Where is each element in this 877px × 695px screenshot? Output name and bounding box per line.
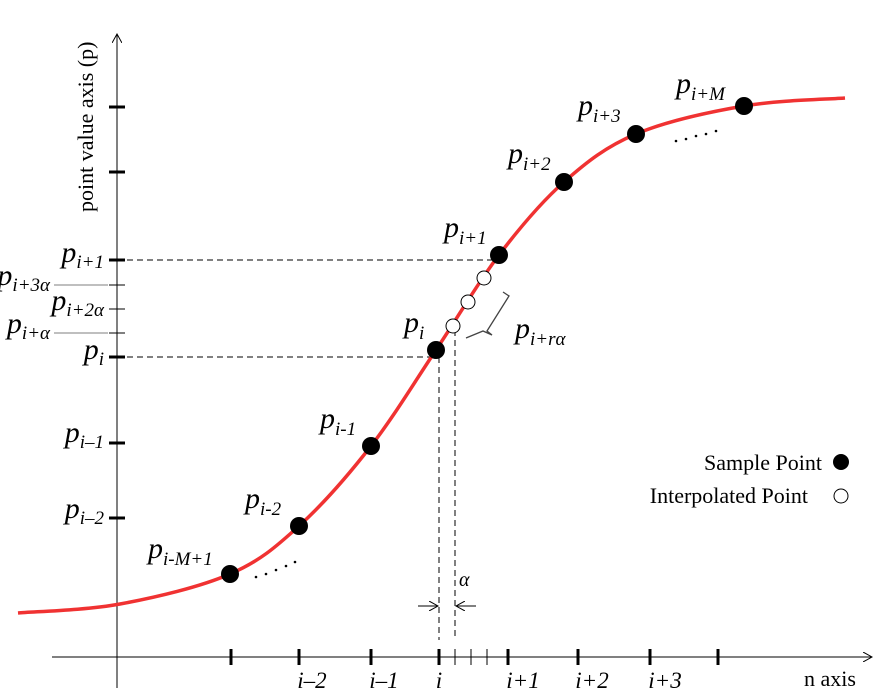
svg-text:pi+α: pi+α — [5, 307, 51, 344]
svg-text:pi-1: pi-1 — [318, 402, 356, 440]
legend-sample-marker — [833, 454, 849, 470]
interp-label: pi+rα — [513, 312, 566, 350]
x-axis-ticks — [229, 649, 720, 665]
svg-text:pi+2: pi+2 — [506, 137, 551, 175]
alpha-label: α — [459, 569, 470, 591]
svg-text:i–2: i–2 — [297, 668, 326, 693]
legend: Sample Point Interpolated Point — [650, 450, 849, 508]
svg-text:pi–2: pi–2 — [63, 492, 105, 529]
svg-text:i: i — [436, 668, 442, 693]
svg-text:pi: pi — [402, 306, 424, 344]
legend-sample-label: Sample Point — [704, 450, 822, 475]
interpolation-brace — [465, 291, 510, 339]
sample-point — [427, 341, 445, 359]
x-axis-title: n axis — [804, 666, 856, 691]
svg-text:pi+1: pi+1 — [442, 211, 487, 249]
sample-point — [627, 125, 645, 143]
interpolated-point — [445, 318, 461, 334]
svg-text:pi+2α: pi+2α — [49, 284, 105, 321]
svg-text:pi+3α: pi+3α — [0, 259, 51, 296]
interpolated-point — [476, 270, 492, 286]
svg-text:pi: pi — [82, 333, 104, 370]
sample-point — [555, 173, 573, 191]
svg-text:i+1: i+1 — [506, 668, 539, 693]
svg-text:pi–1: pi–1 — [63, 416, 104, 453]
y-axis-title: point value axis (p) — [73, 42, 98, 212]
svg-text:pi-M+1: pi-M+1 — [146, 532, 213, 570]
y-axis-labels: pi+1 pi+3α pi+2α pi+α pi pi–1 pi–2 — [0, 236, 105, 529]
sample-points — [221, 97, 753, 583]
legend-interpolated-label: Interpolated Point — [650, 483, 808, 508]
sample-point — [221, 565, 239, 583]
svg-text:pi-2: pi-2 — [243, 482, 282, 520]
label-leaders — [54, 284, 108, 334]
legend-interpolated-marker — [833, 488, 849, 504]
svg-text:i+2: i+2 — [575, 668, 608, 693]
y-axis-ticks — [109, 105, 125, 520]
sample-point — [490, 246, 508, 264]
svg-text:pi+3: pi+3 — [576, 89, 621, 127]
sample-point — [290, 517, 308, 535]
point-labels: pi-M+1 pi-2 pi-1 pi pi+1 pi+2 pi+3 pi+M … — [146, 67, 726, 570]
sample-point — [735, 97, 753, 115]
interpolated-points — [445, 270, 492, 334]
ellipsis-dots — [254, 129, 718, 579]
dashed-guides — [117, 259, 499, 640]
sample-point — [362, 437, 380, 455]
x-tick-labels: i–2 i–1 i i+1 i+2 i+3 — [297, 668, 681, 693]
svg-text:i–1: i–1 — [369, 668, 398, 693]
svg-text:pi+1: pi+1 — [59, 236, 104, 273]
interpolated-point — [460, 294, 476, 310]
svg-text:i+3: i+3 — [648, 668, 681, 693]
svg-text:pi+M: pi+M — [674, 67, 726, 105]
